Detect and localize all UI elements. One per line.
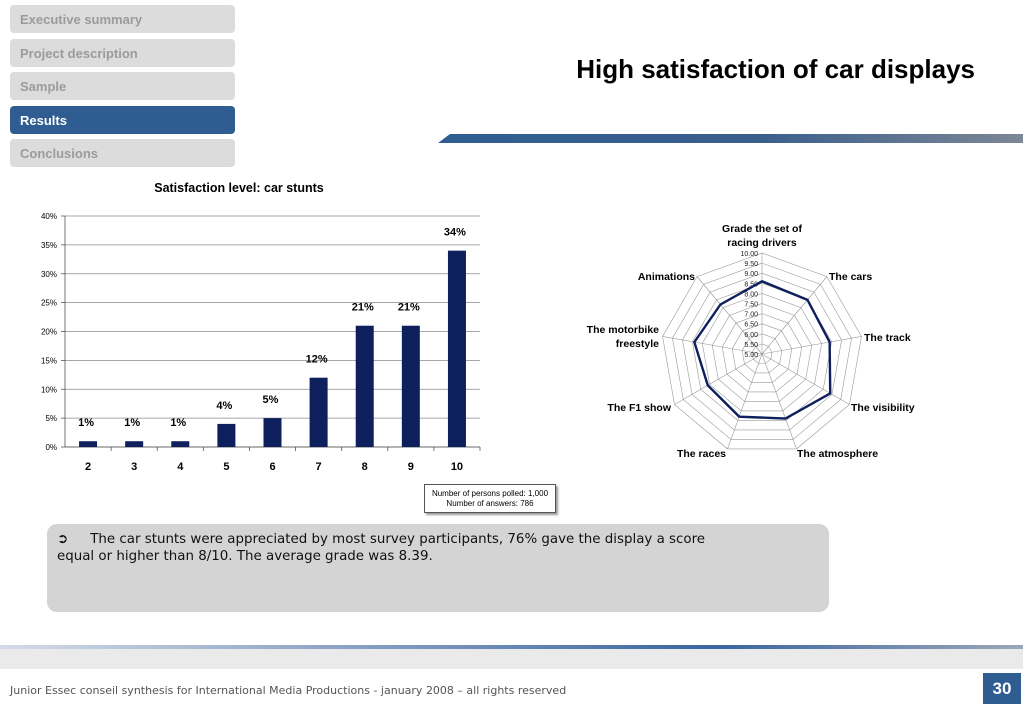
radar-ring (721, 313, 803, 393)
radar-spoke (727, 353, 763, 450)
bar-value-label: 34% (444, 227, 466, 239)
bar-3 (125, 441, 144, 447)
bar-y-tick-label: 15% (41, 356, 57, 365)
radar-axis-label: The races (677, 448, 726, 460)
title-underline-band (438, 134, 1023, 143)
bar-9 (401, 325, 420, 447)
bar-value-label: 5% (263, 394, 279, 406)
persons-polled-text: Number of persons polled: 1,000 (431, 489, 549, 498)
bar-chart-title: Satisfaction level: car stunts (154, 181, 324, 195)
radar-axis-label: The track (864, 332, 911, 344)
bar-y-tick-label: 5% (45, 414, 57, 423)
nav-item-results[interactable]: Results (10, 105, 235, 134)
radar-spoke (674, 353, 763, 405)
page-number: 30 (983, 673, 1021, 704)
summary-box: ➲ The car stunts were appreciated by most… (47, 524, 829, 612)
radar-ring (731, 323, 793, 383)
radar-tick-label: 9.00 (744, 271, 758, 278)
radar-axis-label: Grade the set of racing drivers (722, 223, 802, 249)
bar-8 (355, 325, 374, 447)
radar-axis-label: Animations (638, 271, 695, 283)
nav-item-conclusions[interactable]: Conclusions (10, 139, 235, 167)
bar-x-tick-label: 5 (223, 461, 229, 473)
bar-chart-car-stunts: Satisfaction level: car stunts 0% 5% 10% 15… (41, 181, 481, 473)
radar-axis-label: The visibility (851, 402, 915, 414)
radar-ring (711, 303, 813, 402)
radar-tick-label: 10.00 (740, 251, 758, 258)
bar-7 (309, 377, 328, 447)
arrow-bullet-icon: ➲ (57, 532, 69, 547)
bar-5 (217, 423, 236, 447)
footer-rule (0, 645, 1023, 649)
radar-chart-grades: 5.00 5.50 6.00 6.50 7.00 7.50 8.00 8.50 9.00 9.50… (587, 223, 915, 460)
radar-tick-label: 8.00 (744, 291, 758, 298)
radar-axis-label: The cars (829, 271, 872, 283)
radar-tick-label: 7.00 (744, 312, 758, 319)
radar-ring (672, 262, 852, 440)
bar-y-tick-label: 10% (41, 385, 57, 394)
radar-spoke (761, 353, 797, 450)
radar-spoke (761, 276, 828, 355)
answers-count-text: Number of answers: 786 (446, 499, 534, 508)
radar-spoke (662, 336, 763, 355)
nav-item-executive-summary[interactable]: Executive summary (10, 5, 235, 33)
bar-x-tick-label: 7 (316, 461, 322, 473)
bar-y-tick-label: 40% (41, 212, 57, 221)
radar-tick-label: 5.50 (744, 342, 758, 349)
bar-x-tick-label: 10 (451, 461, 463, 473)
radar-spoke (761, 336, 862, 355)
radar-spoke (761, 353, 850, 405)
bar-y-tick-label: 25% (41, 299, 57, 308)
bar-y-tick-label: 30% (41, 270, 57, 279)
bar-2 (79, 441, 98, 447)
bar-y-tick-label: 0% (45, 443, 57, 452)
footer-copyright: Junior Essec conseil synthesis for Inter… (10, 684, 567, 697)
radar-spoke (696, 276, 763, 355)
bar-x-tick-label: 9 (408, 461, 414, 473)
bar-6 (263, 418, 282, 447)
summary-line-1: ➲ The car stunts were appreciated by most… (57, 531, 819, 548)
bar-x-tick-label: 6 (269, 461, 275, 473)
radar-tick-label: 5.00 (744, 352, 758, 359)
bar-4 (171, 441, 190, 447)
bar-value-label: 21% (352, 302, 374, 314)
radar-tick-label: 7.50 (744, 302, 758, 309)
bar-value-label: 1% (170, 417, 186, 429)
bar-value-label: 1% (124, 417, 140, 429)
radar-tick-label: 6.00 (744, 332, 758, 339)
radar-axis-label: The F1 show (607, 402, 671, 414)
bar-10 (447, 250, 466, 447)
bar-y-tick-label: 35% (41, 241, 57, 250)
summary-text-1: The car stunts were appreciated by most … (90, 532, 706, 547)
radar-tick-label: 9.50 (744, 261, 758, 268)
bar-x-tick-label: 2 (85, 461, 91, 473)
nav-item-project-description[interactable]: Project description (10, 38, 235, 67)
radar-series-line (693, 279, 832, 420)
radar-tick-label: 6.50 (744, 322, 758, 329)
radar-ring (751, 343, 773, 364)
page-title: High satisfaction of car displays (576, 54, 975, 84)
radar-ring (702, 293, 822, 412)
bar-x-tick-label: 4 (177, 461, 184, 473)
radar-axis-label: The atmosphere (797, 448, 878, 460)
summary-line-2: equal or higher than 8/10. The average g… (57, 549, 433, 564)
bar-value-label: 12% (306, 354, 328, 366)
bar-value-label: 21% (398, 302, 420, 314)
bar-value-label: 1% (78, 417, 94, 429)
bar-x-tick-label: 8 (362, 461, 368, 473)
poll-info-box: Number of persons polled: 1,000 Number o… (424, 484, 556, 513)
radar-ring (741, 333, 783, 374)
radar-ring (662, 252, 862, 450)
bar-value-label: 4% (216, 400, 232, 412)
footer-band (0, 649, 1023, 669)
bar-x-tick-label: 3 (131, 461, 137, 473)
nav-item-sample[interactable]: Sample (10, 72, 235, 100)
radar-ring (682, 272, 842, 431)
radar-tick-label: 8.50 (744, 281, 758, 288)
radar-axis-label: The motorbike freestyle (587, 324, 660, 350)
bar-y-tick-label: 20% (41, 328, 57, 337)
section-nav: Executive summary Project description Sa… (10, 5, 235, 173)
